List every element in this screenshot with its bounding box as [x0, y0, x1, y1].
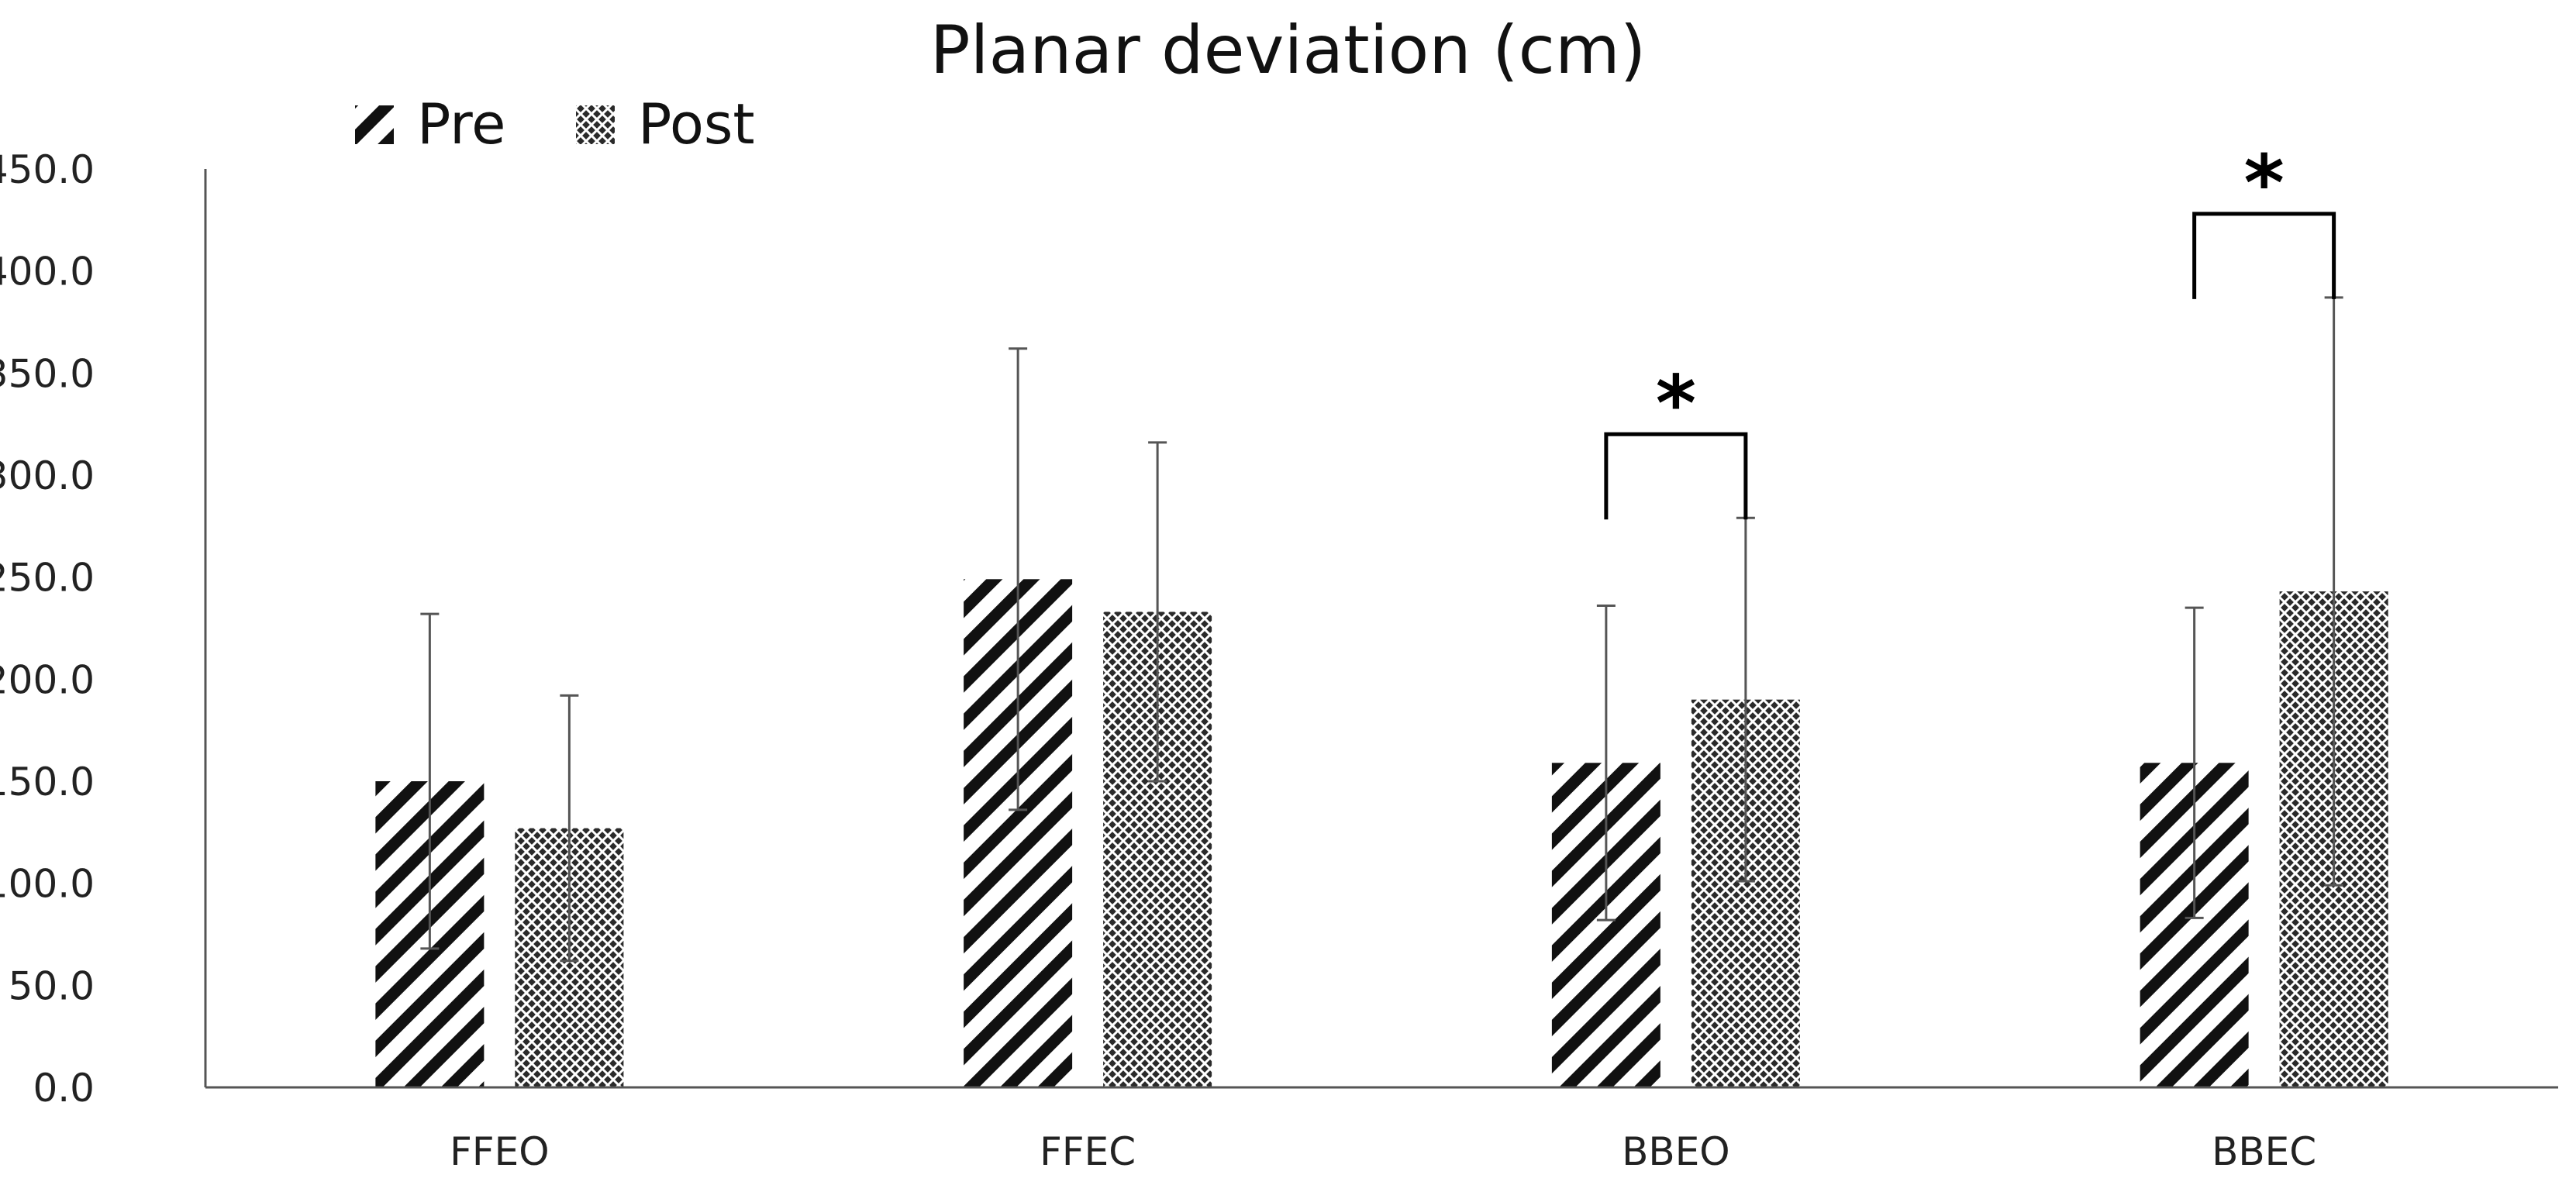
- y-tick-label: 450.0: [0, 147, 95, 192]
- legend-label-post: Post: [638, 91, 755, 157]
- x-tick-label-ffec: FFEC: [1040, 1129, 1136, 1174]
- bars: [375, 579, 2388, 1087]
- legend: Pre Post: [355, 91, 755, 157]
- chart-title: Planar deviation (cm): [929, 12, 1647, 89]
- y-tick-label: 150.0: [0, 760, 95, 804]
- significance-star-bbeo: *: [1656, 358, 1696, 449]
- legend-swatch-pre: [355, 105, 394, 144]
- legend-swatch-post: [576, 105, 615, 144]
- y-tick-label: 400.0: [0, 250, 95, 295]
- y-axis: 0.0 50.0 100.0 150.0 200.0 250.0 300.0 350.0 400…: [0, 147, 207, 1111]
- error-bars: [420, 296, 2343, 963]
- y-tick-label: 0.0: [33, 1066, 95, 1111]
- y-tick-label: 200.0: [0, 657, 95, 702]
- significance-bracket-bbec: [2192, 212, 2336, 299]
- legend-label-pre: Pre: [417, 91, 505, 157]
- significance-bracket-bbeo: [1604, 432, 1748, 520]
- y-tick-label: 250.0: [0, 556, 95, 601]
- x-axis: FFEO FFEC BBEO BBEC: [205, 1086, 2558, 1174]
- y-tick-label: 350.0: [0, 351, 95, 396]
- x-tick-label-bbec: BBEC: [2212, 1129, 2316, 1174]
- significance-markers: **: [1604, 138, 2336, 520]
- x-tick-label-ffeo: FFEO: [450, 1129, 549, 1174]
- significance-star-bbec: *: [2243, 138, 2284, 229]
- y-tick-label: 300.0: [0, 453, 95, 498]
- y-tick-label: 50.0: [9, 963, 95, 1008]
- y-tick-label: 100.0: [0, 862, 95, 907]
- x-tick-label-bbeo: BBEO: [1622, 1129, 1730, 1174]
